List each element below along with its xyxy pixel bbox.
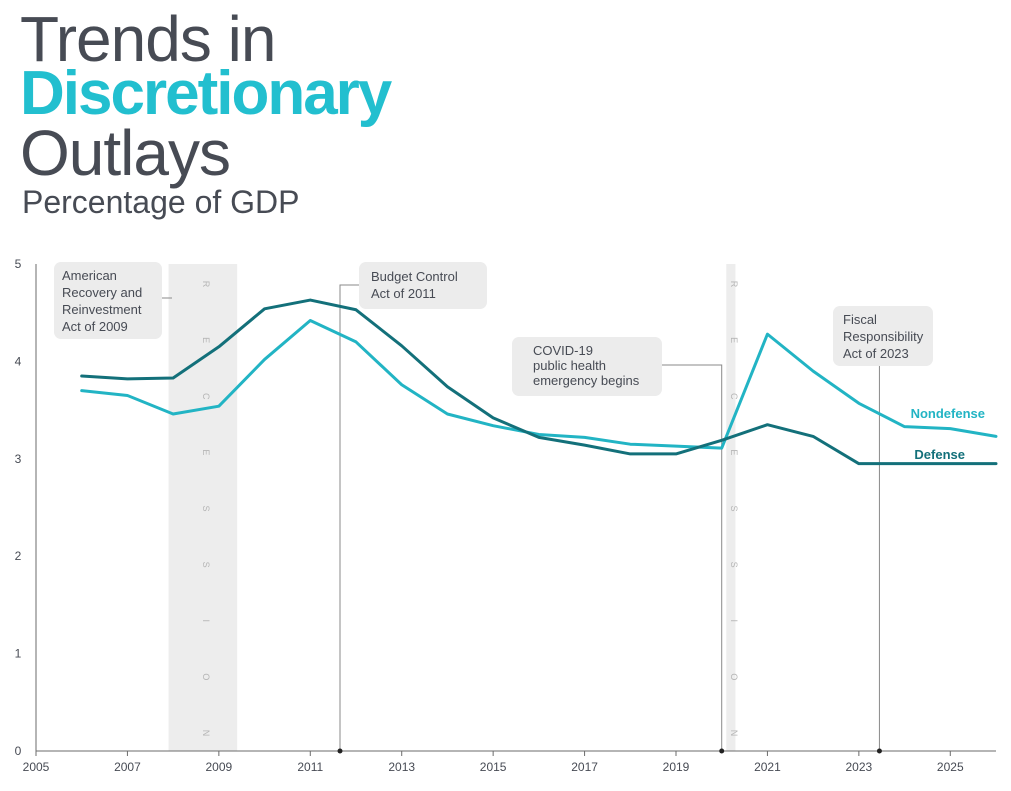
- x-tick-label: 2025: [937, 760, 964, 774]
- y-tick-label: 2: [15, 549, 22, 563]
- x-tick-label: 2011: [297, 760, 323, 774]
- y-tick-label: 5: [15, 257, 22, 271]
- recession-label-letter: C: [729, 393, 739, 400]
- recession-label-letter: E: [729, 449, 739, 455]
- note-text-arra: Recovery and: [62, 285, 142, 300]
- x-tick-label: 2007: [114, 760, 141, 774]
- series-line-nondefense: [80, 318, 998, 450]
- x-tick-label: 2009: [206, 760, 233, 774]
- annotation-dot-fiscal-responsibility: [876, 748, 882, 754]
- annotation-box-covid: [512, 337, 662, 396]
- annotation-text-covid: public health: [533, 358, 606, 373]
- annotation-box-budget-control: [359, 262, 487, 309]
- recession-label-letter: I: [729, 619, 739, 622]
- note-text-arra: Act of 2009: [62, 319, 128, 334]
- recession-band: [726, 264, 736, 751]
- annotation-text-fiscal-responsibility: Fiscal: [843, 312, 877, 327]
- recession-label-letter: R: [729, 281, 739, 288]
- y-tick-label: 0: [15, 744, 22, 758]
- recession-label-letter: S: [729, 505, 739, 511]
- recession-label-letter: E: [201, 337, 211, 343]
- recession-label-letter: E: [729, 337, 739, 343]
- y-tick-label: 1: [15, 647, 22, 661]
- recession-label-letter: R: [201, 281, 211, 288]
- x-tick-label: 2005: [23, 760, 50, 774]
- x-tick-label: 2021: [754, 760, 781, 774]
- x-tick-label: 2017: [571, 760, 598, 774]
- recession-label-letter: S: [729, 562, 739, 568]
- annotation-text-budget-control: Budget Control: [371, 269, 458, 284]
- legend-label-defense: Defense: [914, 447, 965, 462]
- annotation-dot-budget-control: [337, 748, 343, 754]
- annotation-text-fiscal-responsibility: Act of 2023: [843, 346, 909, 361]
- annotation-text-budget-control: Act of 2011: [371, 286, 436, 301]
- recession-label-letter: N: [201, 730, 211, 737]
- title-line-3: Outlays: [20, 117, 231, 189]
- annotation-text-covid: COVID-19: [533, 343, 593, 358]
- x-tick-label: 2013: [388, 760, 415, 774]
- x-tick-label: 2019: [663, 760, 690, 774]
- title-line-1: Trends in: [20, 3, 276, 75]
- annotation-text-covid: emergency begins: [533, 373, 640, 388]
- chart-subtitle: Percentage of GDP: [22, 184, 300, 220]
- recession-label-letter: N: [729, 730, 739, 737]
- recession-label-letter: O: [729, 673, 739, 680]
- annotation-dot-covid: [719, 748, 725, 754]
- note-text-arra: Reinvestment: [62, 302, 142, 317]
- annotation-leader-covid: [662, 364, 723, 751]
- x-tick-label: 2023: [846, 760, 873, 774]
- annotation-leader-budget-control: [339, 284, 359, 751]
- recession-label-letter: E: [201, 449, 211, 455]
- series-line-defense: [80, 298, 998, 466]
- title-line-2: Discretionary: [20, 59, 392, 128]
- y-tick-label: 4: [15, 354, 22, 368]
- x-tick-label: 2015: [480, 760, 507, 774]
- recession-label-letter: O: [201, 673, 211, 680]
- legend-label-nondefense: Nondefense: [911, 406, 985, 421]
- recession-label-letter: S: [201, 505, 211, 511]
- note-text-arra: American: [62, 268, 117, 283]
- y-tick-label: 3: [15, 452, 22, 466]
- note-box-arra: [54, 262, 162, 339]
- annotation-text-fiscal-responsibility: Responsibility: [843, 329, 924, 344]
- recession-label-letter: S: [201, 562, 211, 568]
- recession-label-letter: C: [201, 393, 211, 400]
- recession-band: [168, 264, 238, 751]
- recession-label-letter: I: [201, 619, 211, 622]
- annotation-box-fiscal-responsibility: [833, 306, 933, 366]
